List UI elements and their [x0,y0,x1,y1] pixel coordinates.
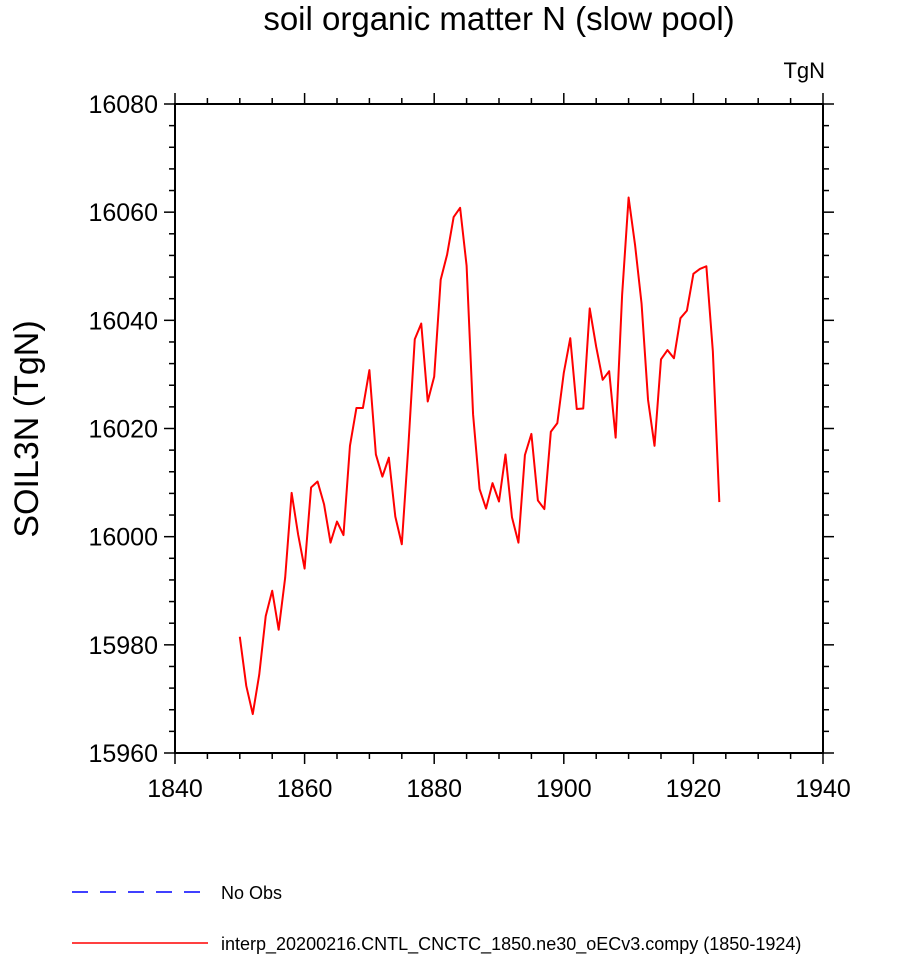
chart-title: soil organic matter N (slow pool) [263,0,734,37]
y-tick-label: 16080 [88,91,158,119]
x-tick-label: 1880 [406,775,462,803]
axis-ticks [164,93,834,764]
y-tick-label: 16020 [88,416,158,444]
x-tick-label: 1840 [147,775,203,803]
legend-label: interp_20200216.CNTL_CNCTC_1850.ne30_oEC… [221,934,801,955]
axis-tick-labels: 15960 15980 16000 16020 16040 16060 16080 1840 1… [88,91,850,803]
plot-frame [174,103,824,754]
series-line [238,196,721,716]
y-tick-label: 16040 [88,307,158,335]
x-tick-label: 1860 [277,775,333,803]
y-tick-label: 15960 [88,740,158,768]
legend-label: No Obs [221,883,282,903]
x-tick-label: 1900 [536,775,592,803]
units-label: TgN [783,58,825,83]
y-tick-label: 16000 [88,524,158,552]
y-tick-label: 16060 [88,199,158,227]
series-layer [238,196,721,716]
y-axis-label: SOIL3N (TgN) [8,320,46,537]
x-tick-label: 1920 [666,775,722,803]
legend: No Obs interp_20200216.CNTL_CNCTC_1850.ne… [72,883,801,955]
y-tick-label: 15980 [88,632,158,660]
x-tick-label: 1940 [795,775,851,803]
